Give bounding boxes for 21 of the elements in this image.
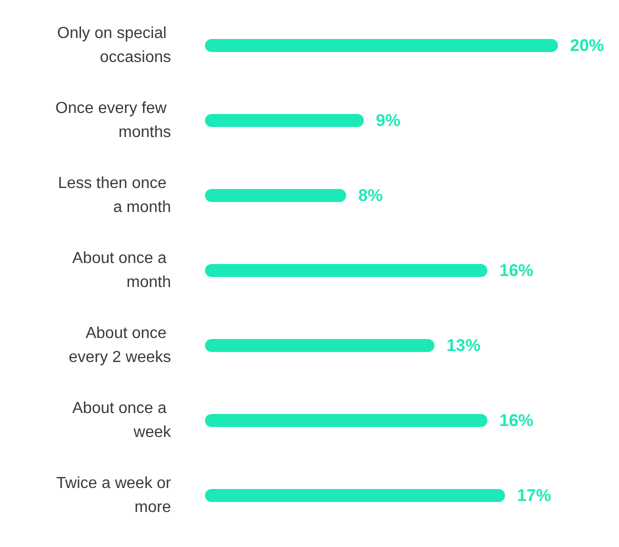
bar <box>205 264 488 277</box>
data-label: 20% <box>570 36 604 55</box>
y-tick-label: About once a week <box>72 400 172 441</box>
data-label: 9% <box>376 111 400 130</box>
data-label: 17% <box>517 486 552 505</box>
data-label: 8% <box>358 186 383 205</box>
bar <box>205 414 488 427</box>
y-tick-label: Once every few months <box>55 100 171 141</box>
y-tick-label: About once every 2 weeks <box>68 325 171 366</box>
y-tick-label: About once a month <box>72 250 171 291</box>
bar <box>205 189 346 202</box>
bar <box>205 114 364 127</box>
data-label: 13% <box>446 336 480 355</box>
bar <box>205 339 434 352</box>
y-tick-label: Less then once a month <box>58 175 171 216</box>
bar <box>205 39 558 52</box>
y-tick-label: Twice a week or more <box>56 475 172 516</box>
bar <box>205 489 506 502</box>
data-label: 16% <box>499 261 534 280</box>
data-label: 16% <box>499 411 534 430</box>
y-tick-label: Only on special occasions <box>57 25 171 66</box>
